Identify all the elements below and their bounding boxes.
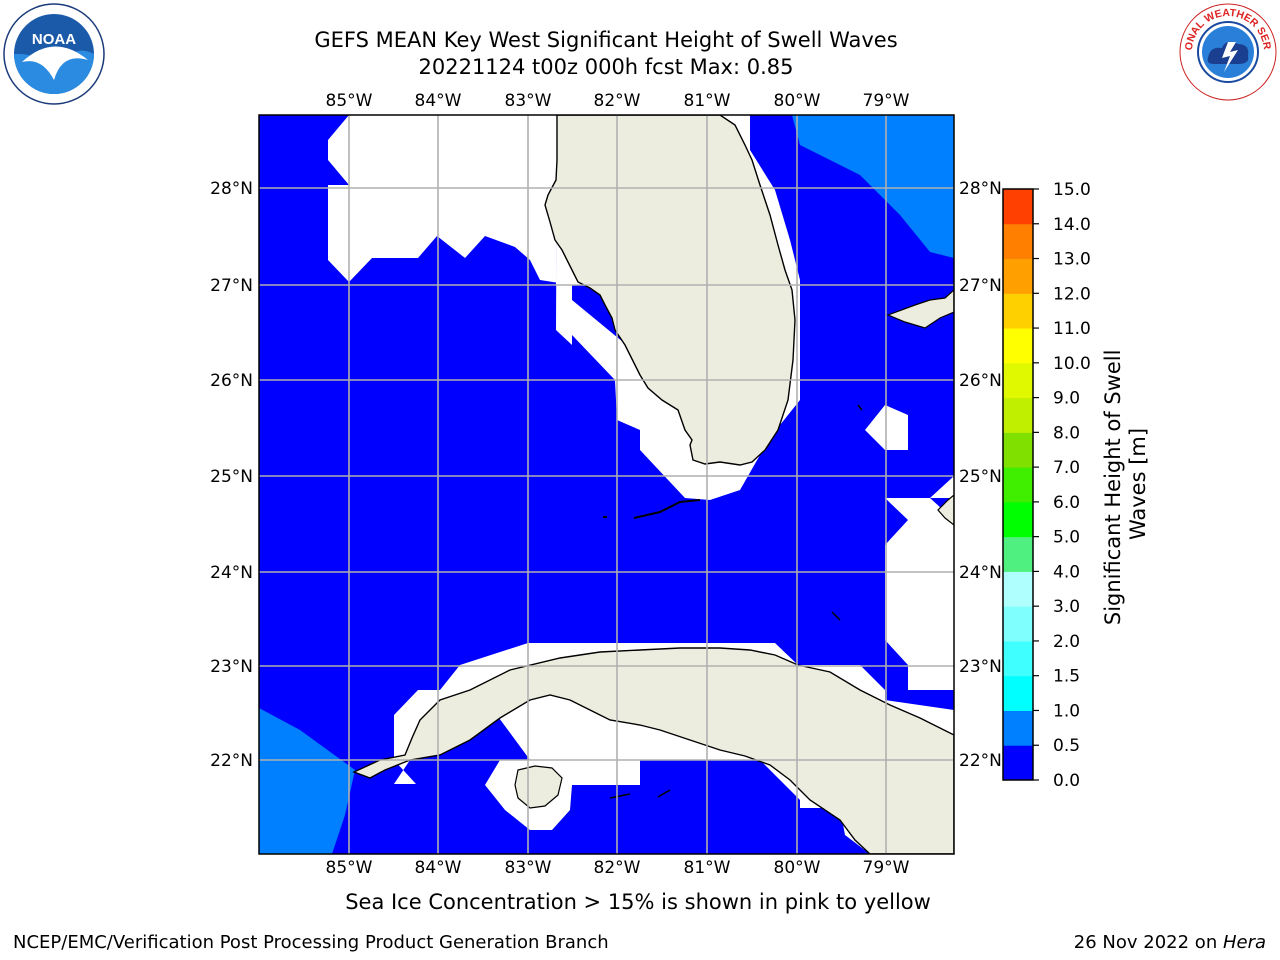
colorbar-tick-label: 12.0	[1053, 284, 1091, 304]
lat-label-left: 26°N	[210, 371, 253, 391]
colorbar-tick-label: 15.0	[1053, 180, 1091, 200]
lat-labels-right: 28°N 27°N 26°N 25°N 24°N 23°N 22°N	[959, 179, 1002, 771]
land-florida	[544, 115, 796, 466]
colorbar-tick-label: 4.0	[1053, 562, 1080, 582]
lon-label-bottom: 82°W	[594, 858, 641, 878]
sea-ice-note: Sea Ice Concentration > 15% is shown in …	[345, 890, 931, 914]
footer-machine: Hera	[1222, 932, 1266, 953]
nws-logo: NATIONAL WEATHER SERVICE	[1178, 2, 1277, 101]
lat-label-left: 27°N	[210, 276, 253, 296]
lon-label-top: 81°W	[684, 91, 731, 111]
lon-label-bottom: 81°W	[684, 858, 731, 878]
lon-label-bottom: 84°W	[415, 858, 462, 878]
footer-date: 26 Nov 2022 on Hera	[1074, 932, 1266, 953]
colorbar-segment	[1003, 501, 1033, 538]
colorbar-title-line1: Significant Height of Swell	[1101, 350, 1125, 626]
lon-label-top: 85°W	[326, 91, 373, 111]
colorbar-frame	[1002, 188, 1034, 781]
colorbar-segment	[1003, 467, 1033, 503]
lon-label-bottom: 85°W	[326, 858, 373, 878]
colorbar-tick-label: 3.0	[1053, 597, 1080, 617]
colorbar-segment	[1003, 710, 1033, 746]
lat-label-left: 25°N	[210, 467, 253, 487]
colorbar-title-line2: Waves [m]	[1126, 428, 1150, 540]
land-small-islands	[609, 404, 863, 799]
lon-label-top: 84°W	[415, 91, 462, 111]
colorbar-tick-label: 13.0	[1053, 250, 1091, 270]
land-florida-keys	[603, 499, 701, 519]
colorbar-tick-label: 1.5	[1053, 667, 1080, 687]
lon-labels-bottom: 85°W 84°W 83°W 82°W 81°W 80°W 79°W	[326, 858, 910, 878]
noaa-logo-text: NOAA	[32, 31, 76, 48]
colorbar-segment	[1003, 745, 1033, 781]
footer-branch: NCEP/EMC/Verification Post Processing Pr…	[13, 932, 609, 953]
lon-label-top: 82°W	[594, 91, 641, 111]
graticule	[259, 115, 954, 854]
noaa-logo: NOAA	[3, 3, 105, 105]
lat-label-right: 28°N	[959, 179, 1002, 199]
colorbar-segment	[1003, 640, 1033, 677]
plot-title: GEFS MEAN Key West Significant Height of…	[314, 28, 898, 52]
colorbar-tick-label: 6.0	[1053, 493, 1080, 513]
footer-date-text: 26 Nov 2022 on	[1073, 932, 1223, 953]
lon-label-top: 79°W	[863, 91, 910, 111]
colorbar: 0.0 0.5 1.0 1.5 2.0 3.0 4.0 5.0 6.0 7.0 8.0 9.0 10.0…	[1002, 180, 1091, 791]
colorbar-tick-label: 0.0	[1053, 771, 1080, 791]
lon-label-bottom: 83°W	[505, 858, 552, 878]
colorbar-segment	[1003, 223, 1033, 260]
plot-subtitle: 20221124 t00z 000h fcst Max: 0.85	[418, 55, 794, 79]
colorbar-segment	[1003, 571, 1033, 607]
colorbar-tick-label: 2.0	[1053, 632, 1080, 652]
colorbar-tick-label: 10.0	[1053, 354, 1091, 374]
swell-field-atlantic	[792, 115, 954, 258]
colorbar-tick-label: 0.5	[1053, 736, 1080, 756]
colorbar-tick-label: 9.0	[1053, 389, 1080, 409]
lat-label-right: 27°N	[959, 276, 1002, 296]
colorbar-segment	[1003, 432, 1033, 468]
lat-labels-left: 28°N 27°N 26°N 25°N 24°N 23°N 22°N	[210, 179, 253, 771]
lat-label-right: 22°N	[959, 751, 1002, 771]
lon-label-bottom: 79°W	[863, 858, 910, 878]
lat-label-right: 25°N	[959, 467, 1002, 487]
lat-label-right: 23°N	[959, 657, 1002, 677]
map-area	[259, 115, 954, 854]
nodata-gulf-north	[328, 115, 572, 345]
lat-label-right: 26°N	[959, 371, 1002, 391]
colorbar-segment	[1003, 258, 1033, 294]
colorbar-segment	[1003, 362, 1033, 399]
lat-label-left: 24°N	[210, 563, 253, 583]
colorbar-segment	[1003, 675, 1033, 711]
lat-label-left: 28°N	[210, 179, 253, 199]
land-isla-juventud	[514, 765, 563, 809]
lon-labels-top: 85°W 84°W 83°W 82°W 81°W 80°W 79°W	[326, 91, 910, 111]
map-frame	[258, 114, 955, 855]
swell-field-gulf-sw	[259, 708, 355, 854]
colorbar-tick-label: 1.0	[1053, 701, 1080, 721]
colorbar-segment	[1003, 397, 1033, 433]
colorbar-tick-label: 11.0	[1053, 319, 1091, 339]
colorbar-segment	[1003, 328, 1033, 364]
lat-label-left: 23°N	[210, 657, 253, 677]
colorbar-segment	[1003, 189, 1033, 225]
lon-label-bottom: 80°W	[774, 858, 821, 878]
colorbar-tick-label: 14.0	[1053, 215, 1091, 235]
colorbar-tick-label: 5.0	[1053, 528, 1080, 548]
colorbar-segment	[1003, 536, 1033, 572]
lon-label-top: 83°W	[505, 91, 552, 111]
colorbar-title: Significant Height of Swell Waves [m]	[1101, 343, 1150, 625]
nodata-atlantic-east	[865, 405, 954, 690]
lat-label-left: 22°N	[210, 751, 253, 771]
colorbar-segment	[1003, 606, 1033, 642]
lat-label-right: 24°N	[959, 563, 1002, 583]
colorbar-segment	[1003, 293, 1033, 329]
land-bahamas	[886, 289, 954, 526]
colorbar-tick-label: 8.0	[1053, 423, 1080, 443]
colorbar-tick-label: 7.0	[1053, 458, 1080, 478]
lon-label-top: 80°W	[774, 91, 821, 111]
